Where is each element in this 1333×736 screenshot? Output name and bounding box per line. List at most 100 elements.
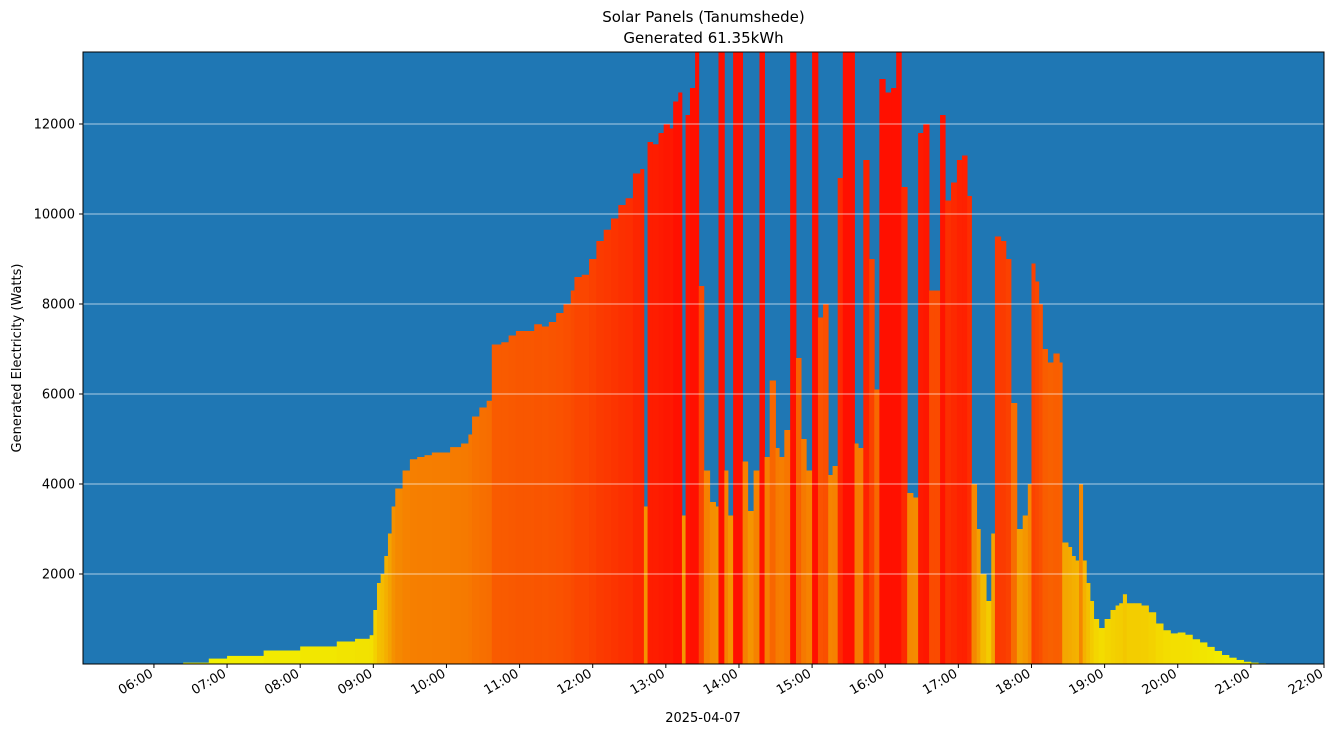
bar bbox=[596, 241, 605, 664]
bar bbox=[724, 470, 729, 664]
bar bbox=[508, 335, 517, 664]
bar bbox=[1250, 662, 1259, 664]
bar bbox=[387, 533, 393, 664]
bar bbox=[658, 133, 665, 664]
bar bbox=[501, 342, 510, 664]
bar bbox=[1133, 603, 1142, 664]
bar bbox=[879, 79, 886, 664]
x-tick-label: 07:00 bbox=[189, 666, 229, 698]
bar bbox=[986, 601, 992, 664]
bar bbox=[1047, 362, 1054, 664]
bar bbox=[376, 583, 382, 664]
y-tick-label: 6000 bbox=[42, 388, 75, 403]
bar bbox=[1005, 259, 1012, 664]
bar bbox=[589, 259, 597, 664]
bar bbox=[1221, 655, 1230, 664]
y-tick-label: 2000 bbox=[42, 568, 75, 583]
bar bbox=[1086, 583, 1091, 664]
bar bbox=[775, 448, 780, 664]
bar bbox=[715, 506, 719, 664]
bar bbox=[1214, 650, 1223, 664]
bar bbox=[548, 322, 557, 664]
bar bbox=[678, 92, 683, 664]
bar bbox=[263, 650, 301, 664]
bar bbox=[837, 178, 844, 664]
y-tick-label: 8000 bbox=[42, 298, 75, 313]
bar bbox=[1016, 529, 1024, 664]
x-tick-label: 13:00 bbox=[628, 666, 668, 698]
bar bbox=[669, 128, 674, 664]
x-tick-label: 10:00 bbox=[409, 666, 449, 698]
bar bbox=[574, 277, 583, 664]
bar bbox=[874, 389, 880, 664]
bar bbox=[951, 182, 958, 664]
bar bbox=[896, 52, 902, 664]
bar bbox=[1075, 560, 1080, 664]
bar bbox=[618, 205, 627, 664]
bar bbox=[1000, 241, 1007, 664]
bar bbox=[1115, 605, 1120, 664]
bar bbox=[673, 101, 679, 664]
bar bbox=[625, 198, 634, 664]
y-tick-label: 12000 bbox=[34, 118, 75, 133]
bar bbox=[980, 574, 987, 664]
x-tick-label: 08:00 bbox=[262, 666, 302, 698]
bar bbox=[530, 331, 535, 664]
bar bbox=[962, 155, 968, 664]
bar bbox=[652, 144, 659, 664]
bar bbox=[1031, 263, 1036, 664]
bar bbox=[1126, 603, 1135, 664]
bar bbox=[695, 52, 700, 664]
bar bbox=[967, 196, 972, 664]
bar bbox=[442, 452, 451, 664]
bar bbox=[940, 115, 946, 664]
bar bbox=[1155, 623, 1164, 664]
bar bbox=[842, 52, 850, 664]
bar bbox=[610, 218, 619, 664]
bar bbox=[891, 88, 897, 664]
x-tick-label: 19:00 bbox=[1067, 666, 1107, 698]
bar bbox=[1122, 594, 1127, 664]
bar bbox=[486, 400, 493, 664]
x-tick-label: 17:00 bbox=[920, 666, 960, 698]
bar bbox=[1059, 362, 1063, 664]
bar bbox=[391, 506, 396, 664]
bar bbox=[784, 430, 791, 664]
bar bbox=[747, 511, 754, 664]
bar bbox=[1082, 560, 1087, 664]
y-tick-label: 10000 bbox=[34, 208, 75, 223]
bar bbox=[901, 187, 908, 664]
bar bbox=[208, 658, 228, 664]
bar bbox=[1163, 630, 1171, 664]
bar bbox=[801, 439, 807, 664]
bar bbox=[183, 662, 210, 664]
bar bbox=[685, 115, 691, 664]
bar bbox=[355, 638, 371, 664]
bar bbox=[742, 461, 749, 664]
bar bbox=[764, 457, 771, 664]
bar bbox=[534, 324, 542, 664]
bar bbox=[1042, 349, 1048, 664]
bar bbox=[1148, 612, 1157, 664]
bar bbox=[409, 459, 418, 664]
bar bbox=[769, 380, 776, 664]
bar bbox=[1119, 603, 1124, 664]
bar bbox=[603, 229, 612, 664]
bar bbox=[828, 475, 833, 664]
bar bbox=[336, 641, 356, 664]
y-axis: 2000 4000 6000 8000 10000 12000 bbox=[34, 118, 83, 583]
x-tick-label: 20:00 bbox=[1140, 666, 1180, 698]
bar bbox=[733, 52, 740, 664]
x-tick-label: 09:00 bbox=[335, 666, 375, 698]
bar bbox=[759, 52, 765, 664]
x-tick-label: 15:00 bbox=[774, 666, 814, 698]
bar bbox=[854, 443, 859, 664]
bar bbox=[227, 655, 265, 664]
bar bbox=[885, 92, 892, 664]
bar bbox=[681, 515, 686, 664]
bar bbox=[380, 574, 385, 664]
bar bbox=[395, 488, 403, 664]
bar bbox=[1170, 633, 1179, 664]
bar bbox=[806, 470, 813, 664]
